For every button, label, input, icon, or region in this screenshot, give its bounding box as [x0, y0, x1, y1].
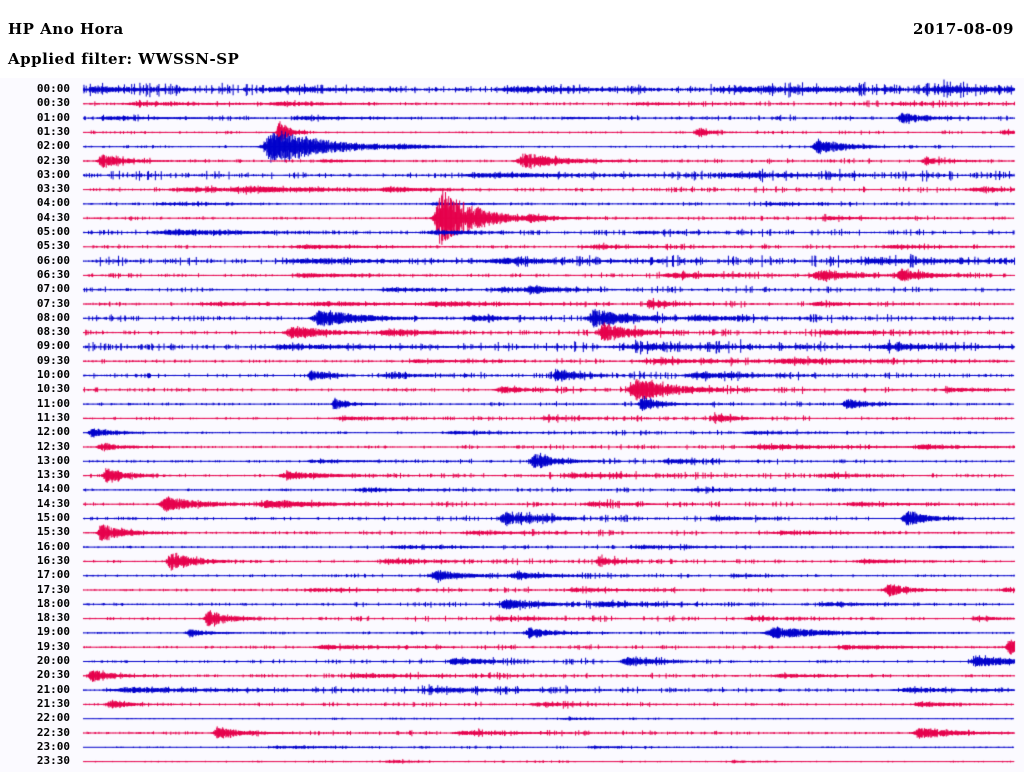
time-tick-08-30: 08:30 [36, 325, 70, 339]
time-tick-16-00: 16:00 [36, 539, 70, 553]
time-tick-09-00: 09:00 [36, 339, 70, 353]
seismogram-traces-canvas [0, 78, 1024, 772]
time-tick-05-00: 05:00 [36, 225, 70, 238]
time-tick-15-30: 15:30 [36, 525, 70, 539]
time-tick-07-30: 07:30 [36, 296, 70, 310]
time-tick-07-00: 07:00 [36, 282, 70, 296]
time-tick-18-30: 18:30 [36, 611, 70, 625]
time-tick-06-30: 06:30 [36, 267, 70, 281]
time-tick-17-30: 17:30 [36, 582, 70, 596]
seismogram-plot: 00:00 00:30 01:00 01:30 02:00 02:30 03:00 03:30… [0, 78, 1024, 772]
time-tick-06-00: 06:00 [36, 253, 70, 267]
time-tick-00-00: 00:00 [36, 82, 70, 95]
time-tick-14-00: 14:00 [36, 482, 70, 496]
time-tick-01-30: 01:30 [36, 124, 70, 138]
time-tick-09-30: 09:30 [36, 353, 70, 367]
time-tick-22-00: 22:00 [36, 711, 70, 725]
time-tick-10-00: 10:00 [36, 368, 70, 381]
time-tick-10-30: 10:30 [36, 382, 70, 396]
time-tick-08-00: 08:00 [36, 310, 70, 324]
time-tick-21-30: 21:30 [36, 696, 70, 710]
time-tick-03-00: 03:00 [36, 167, 70, 181]
time-tick-19-30: 19:30 [36, 639, 70, 653]
time-tick-23-30: 23:30 [36, 754, 70, 768]
time-tick-04-00: 04:00 [36, 196, 70, 210]
time-tick-17-00: 17:00 [36, 568, 70, 582]
time-tick-11-30: 11:30 [36, 410, 70, 424]
time-tick-13-30: 13:30 [36, 468, 70, 482]
time-tick-14-30: 14:30 [36, 496, 70, 510]
time-tick-22-30: 22:30 [36, 725, 70, 739]
time-tick-02-00: 02:00 [36, 139, 70, 153]
time-tick-20-30: 20:30 [36, 668, 70, 682]
time-tick-21-00: 21:00 [36, 682, 70, 696]
time-tick-20-00: 20:00 [36, 654, 70, 667]
time-tick-11-00: 11:00 [36, 396, 70, 410]
page-title: HP Ano Hora [8, 20, 124, 38]
time-tick-04-30: 04:30 [36, 210, 70, 224]
time-tick-23-00: 23:00 [36, 739, 70, 753]
applied-filter-label: Applied filter: WWSSN-SP [8, 50, 240, 68]
time-tick-19-00: 19:00 [36, 625, 70, 639]
time-tick-16-30: 16:30 [36, 553, 70, 567]
time-tick-02-30: 02:30 [36, 153, 70, 167]
record-date: 2017-08-09 [913, 20, 1014, 38]
time-tick-12-30: 12:30 [36, 439, 70, 453]
time-tick-12-00: 12:00 [36, 425, 70, 439]
time-tick-13-00: 13:00 [36, 453, 70, 467]
time-tick-01-00: 01:00 [36, 110, 70, 124]
time-tick-03-30: 03:30 [36, 182, 70, 196]
time-tick-05-30: 05:30 [36, 239, 70, 253]
time-tick-00-30: 00:30 [36, 96, 70, 110]
time-tick-15-00: 15:00 [36, 511, 70, 524]
time-tick-18-00: 18:00 [36, 596, 70, 610]
